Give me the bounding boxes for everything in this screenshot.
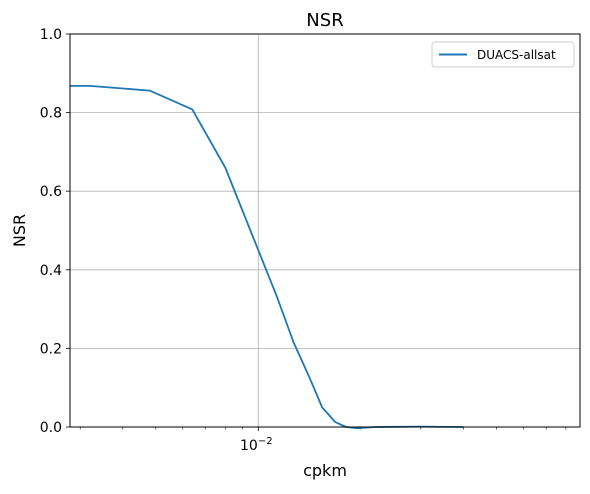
x-tick-label: 10−2 [240, 436, 273, 454]
y-axis-label: NSR [10, 214, 29, 247]
x-axis-label: cpkm [303, 461, 347, 480]
legend: DUACS-allsat [431, 41, 575, 68]
legend-box [431, 41, 575, 68]
plot-lines [70, 84, 464, 430]
y-tick-label: 0.0 [40, 420, 62, 436]
legend-label: DUACS-allsat [477, 48, 556, 62]
y-tick-label: 0.8 [40, 106, 62, 122]
y-tick-label: 1.0 [40, 27, 62, 43]
y-axis-ticks: 0.0 0.2 0.4 0.6 0.8 1.0 [40, 27, 70, 436]
chart-title: NSR [306, 10, 343, 31]
y-tick-label: 0.6 [40, 184, 62, 200]
y-tick-label: 0.2 [40, 341, 62, 357]
x-axis-ticks: 10−2 [240, 427, 273, 454]
plot-frame [69, 33, 581, 428]
grid [70, 33, 580, 428]
y-tick-label: 0.4 [40, 263, 62, 279]
series-line [70, 84, 464, 430]
